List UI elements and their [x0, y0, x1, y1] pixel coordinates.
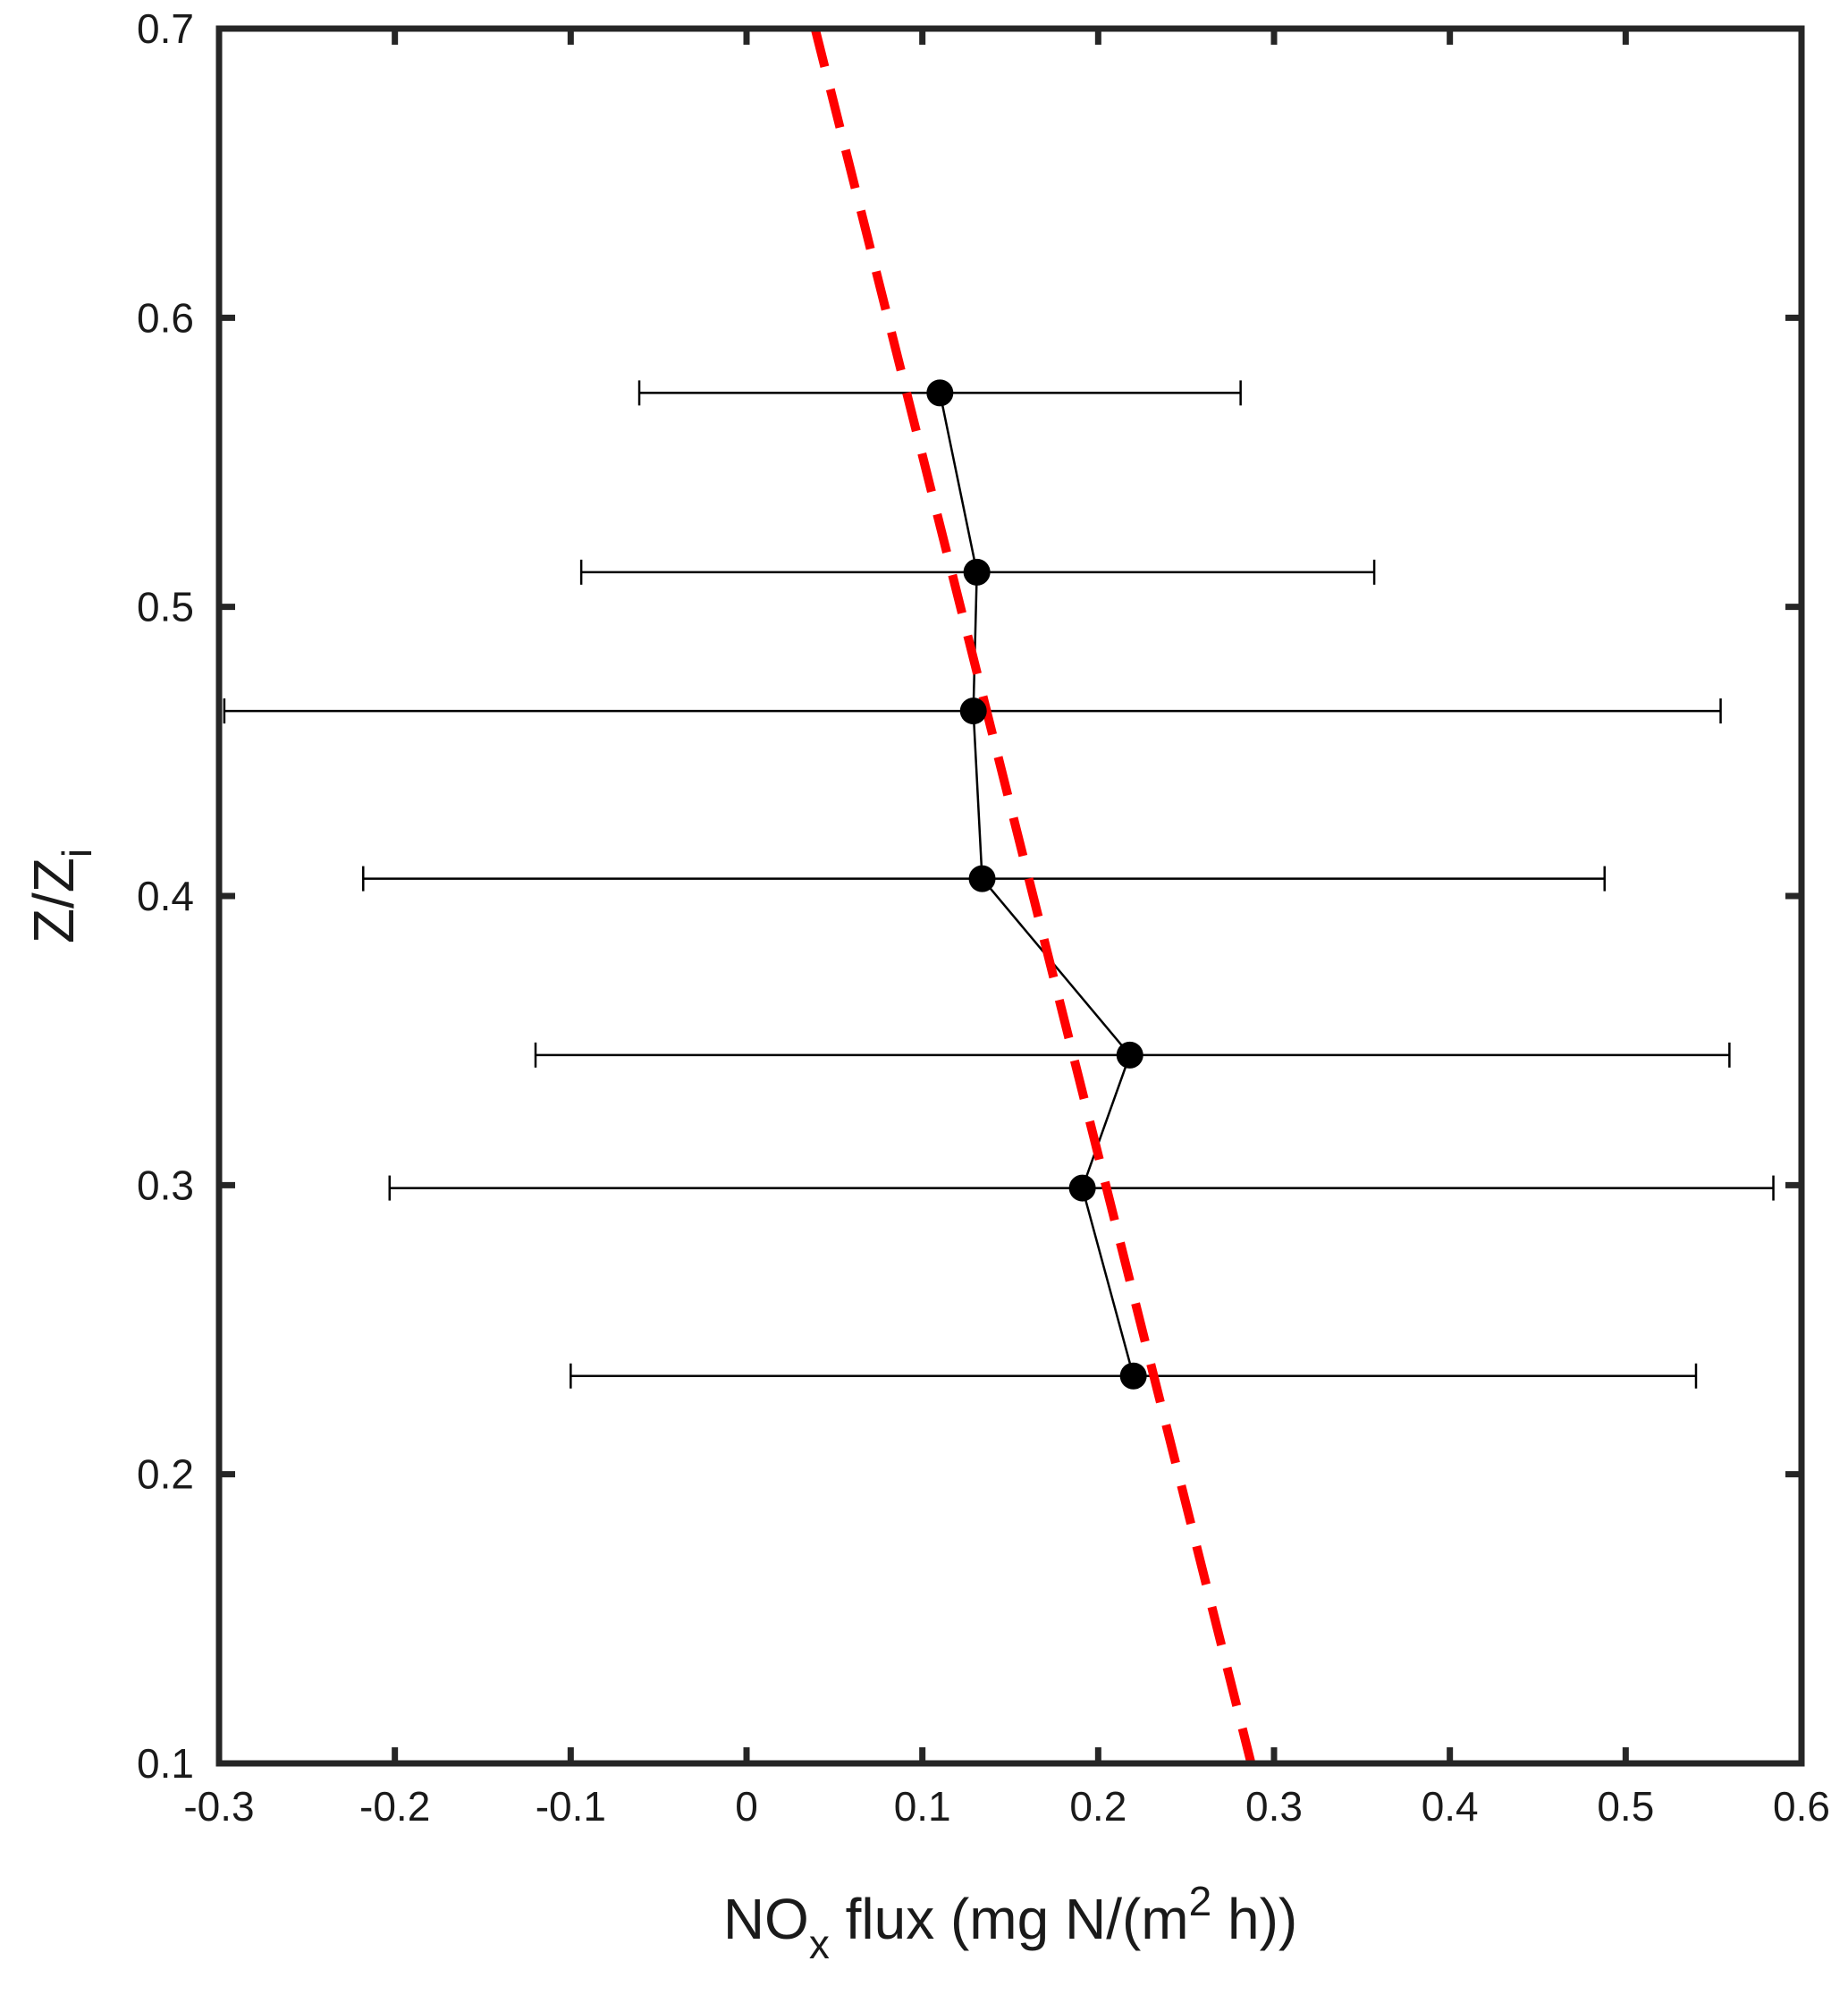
x-tick-label: 0.6: [1773, 1783, 1830, 1830]
x-axis-label-end: h)): [1211, 1887, 1297, 1951]
x-tick-label: 0.3: [1245, 1783, 1303, 1830]
x-axis-label-rest: flux (mg N/(m: [830, 1887, 1189, 1951]
x-tick-label: 0.4: [1422, 1783, 1479, 1830]
x-tick-label: -0.1: [536, 1783, 606, 1830]
x-axis-label-subscript: x: [809, 1921, 830, 1967]
y-tick-label: 0.5: [137, 584, 194, 630]
y-tick-label: 0.1: [137, 1740, 194, 1787]
x-tick-label: -0.2: [359, 1783, 430, 1830]
y-tick-label: 0.6: [137, 294, 194, 341]
x-tick-label: 0.1: [894, 1783, 951, 1830]
x-tick-label: 0: [735, 1783, 758, 1830]
data-point: [1116, 1041, 1143, 1069]
data-point: [1068, 1174, 1096, 1202]
x-axis-label-superscript: 2: [1189, 1878, 1212, 1924]
y-axis-label-main: Z/Z: [21, 858, 86, 943]
x-tick-label: 0.2: [1069, 1783, 1127, 1830]
data-point: [959, 697, 987, 725]
y-axis-label-subscript: i: [54, 849, 100, 858]
data-point: [926, 379, 954, 407]
data-point: [968, 865, 996, 892]
x-tick-labels: -0.3 -0.2 -0.1 0 0.1 0.2 0.3 0.4 0.5 0.6: [183, 1783, 1830, 1830]
y-axis-label: Z/Zi: [21, 849, 100, 943]
y-tick-label: 0.3: [137, 1162, 194, 1208]
data-point: [1119, 1362, 1147, 1390]
x-tick-label: 0.5: [1597, 1783, 1654, 1830]
linear-fit-line: [810, 27, 1256, 1765]
x-axis-label: NOx flux (mg N/(m2 h)): [723, 1878, 1297, 1967]
y-tick-labels: 0.1 0.2 0.3 0.4 0.5 0.6 0.7: [137, 5, 194, 1787]
plot-area: [223, 27, 1775, 1765]
y-tick-label: 0.7: [137, 5, 194, 52]
data-point: [963, 558, 991, 586]
x-tick-label: -0.3: [183, 1783, 254, 1830]
y-tick-label: 0.2: [137, 1451, 194, 1498]
x-axis-label-main: NO: [723, 1887, 809, 1951]
y-tick-label: 0.4: [137, 873, 194, 919]
axes-frame: [215, 25, 1805, 1767]
